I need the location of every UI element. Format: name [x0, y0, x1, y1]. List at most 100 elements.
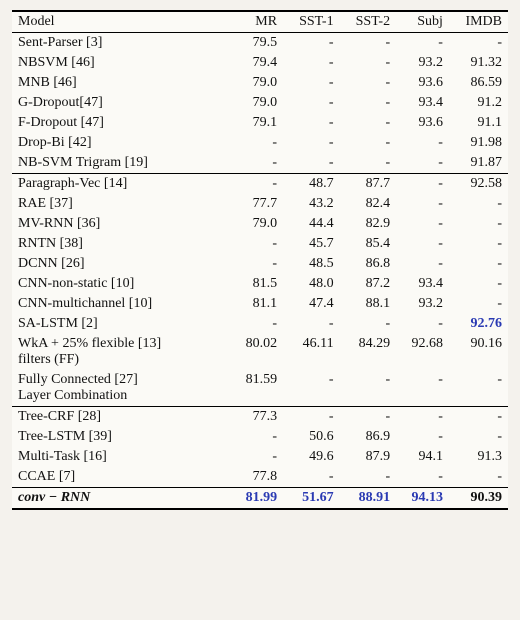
value-cell: 77.7: [230, 194, 283, 214]
col-sst2: SST-2: [340, 11, 397, 33]
value-cell: -: [230, 314, 283, 334]
model-cell: Tree-CRF [28]: [12, 407, 230, 428]
table-row: MV-RNN [36]79.044.482.9--: [12, 214, 508, 234]
model-cell: MNB [46]: [12, 73, 230, 93]
value-cell: -: [283, 33, 340, 54]
table-row: Multi-Task [16]-49.687.994.191.3: [12, 447, 508, 467]
col-model: Model: [12, 11, 230, 33]
table-row: MNB [46]79.0--93.686.59: [12, 73, 508, 93]
value-cell: 91.2: [449, 93, 508, 113]
value-cell: 79.5: [230, 33, 283, 54]
value-cell: -: [283, 93, 340, 113]
value-cell: 94.1: [396, 447, 449, 467]
model-cell: Tree-LSTM [39]: [12, 427, 230, 447]
value-cell: -: [449, 214, 508, 234]
value-cell: -: [340, 467, 397, 488]
model-cell: NB-SVM Trigram [19]: [12, 153, 230, 174]
value-cell: 51.67: [283, 488, 340, 510]
value-cell: 44.4: [283, 214, 340, 234]
table-row: Fully Connected [27]Layer Combination81.…: [12, 370, 508, 407]
value-cell: -: [396, 33, 449, 54]
value-cell: 82.4: [340, 194, 397, 214]
value-cell: 81.5: [230, 274, 283, 294]
value-cell: 43.2: [283, 194, 340, 214]
value-cell: -: [283, 73, 340, 93]
col-mr: MR: [230, 11, 283, 33]
model-cell: F-Dropout [47]: [12, 113, 230, 133]
value-cell: 48.7: [283, 174, 340, 195]
value-cell: 93.4: [396, 274, 449, 294]
model-cell: CNN-multichannel [10]: [12, 294, 230, 314]
value-cell: -: [340, 153, 397, 174]
value-cell: 90.16: [449, 334, 508, 370]
value-cell: -: [396, 407, 449, 428]
value-cell: 81.1: [230, 294, 283, 314]
value-cell: -: [283, 153, 340, 174]
value-cell: -: [396, 254, 449, 274]
value-cell: -: [283, 53, 340, 73]
table-row: Sent-Parser [3]79.5----: [12, 33, 508, 54]
value-cell: 82.9: [340, 214, 397, 234]
value-cell: 87.9: [340, 447, 397, 467]
value-cell: 79.0: [230, 214, 283, 234]
header-row: Model MR SST-1 SST-2 Subj IMDB: [12, 11, 508, 33]
table-row: DCNN [26]-48.586.8--: [12, 254, 508, 274]
value-cell: -: [396, 153, 449, 174]
table-row: Tree-LSTM [39]-50.686.9--: [12, 427, 508, 447]
value-cell: -: [230, 447, 283, 467]
value-cell: 91.87: [449, 153, 508, 174]
value-cell: 47.4: [283, 294, 340, 314]
footer-row: conv − RNN81.9951.6788.9194.1390.39: [12, 488, 508, 510]
model-cell: Multi-Task [16]: [12, 447, 230, 467]
value-cell: 87.2: [340, 274, 397, 294]
value-cell: -: [396, 314, 449, 334]
value-cell: -: [449, 294, 508, 314]
value-cell: -: [396, 214, 449, 234]
value-cell: -: [340, 33, 397, 54]
model-cell: SA-LSTM [2]: [12, 314, 230, 334]
value-cell: 80.02: [230, 334, 283, 370]
value-cell: 79.1: [230, 113, 283, 133]
value-cell: -: [340, 73, 397, 93]
model-cell: RAE [37]: [12, 194, 230, 214]
value-cell: 88.1: [340, 294, 397, 314]
value-cell: -: [449, 274, 508, 294]
value-cell: 46.11: [283, 334, 340, 370]
value-cell: 88.91: [340, 488, 397, 510]
table-row: RNTN [38]-45.785.4--: [12, 234, 508, 254]
model-cell: CNN-non-static [10]: [12, 274, 230, 294]
value-cell: -: [396, 133, 449, 153]
model-cell: RNTN [38]: [12, 234, 230, 254]
table-row: WkA + 25% flexible [13]filters (FF)80.02…: [12, 334, 508, 370]
table-row: Tree-CRF [28]77.3----: [12, 407, 508, 428]
table-row: NB-SVM Trigram [19]----91.87: [12, 153, 508, 174]
value-cell: 81.99: [230, 488, 283, 510]
value-cell: -: [283, 314, 340, 334]
value-cell: 85.4: [340, 234, 397, 254]
value-cell: 93.2: [396, 53, 449, 73]
value-cell: 92.58: [449, 174, 508, 195]
value-cell: 86.8: [340, 254, 397, 274]
value-cell: -: [283, 407, 340, 428]
value-cell: 86.9: [340, 427, 397, 447]
value-cell: 49.6: [283, 447, 340, 467]
value-cell: 45.7: [283, 234, 340, 254]
value-cell: -: [340, 113, 397, 133]
model-cell: MV-RNN [36]: [12, 214, 230, 234]
value-cell: 48.0: [283, 274, 340, 294]
table-row: RAE [37]77.743.282.4--: [12, 194, 508, 214]
model-cell: WkA + 25% flexible [13]filters (FF): [12, 334, 230, 370]
value-cell: 93.2: [396, 294, 449, 314]
value-cell: 91.1: [449, 113, 508, 133]
value-cell: -: [396, 174, 449, 195]
model-cell: CCAE [7]: [12, 467, 230, 488]
value-cell: -: [340, 407, 397, 428]
value-cell: 93.6: [396, 73, 449, 93]
value-cell: -: [340, 93, 397, 113]
value-cell: -: [396, 234, 449, 254]
value-cell: 91.32: [449, 53, 508, 73]
value-cell: -: [396, 194, 449, 214]
value-cell: -: [396, 370, 449, 407]
table-container: Model MR SST-1 SST-2 Subj IMDB Sent-Pars…: [0, 0, 520, 522]
value-cell: -: [449, 407, 508, 428]
